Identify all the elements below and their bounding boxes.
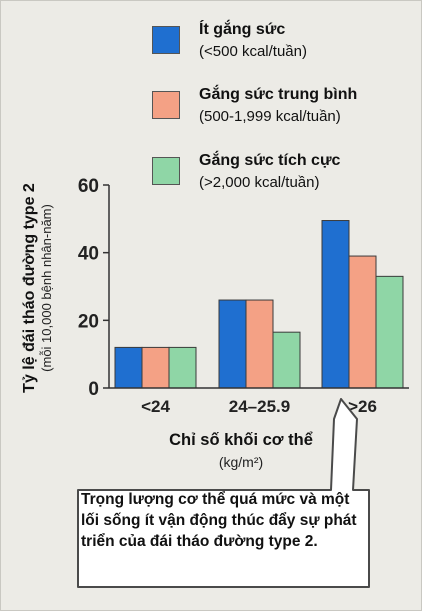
bar-s2-c0 <box>168 346 197 389</box>
legend-sublabel-low: (<500 kcal/tuần) <box>199 43 307 60</box>
legend-label-moderate: Gắng sức trung bình <box>199 86 358 103</box>
legend-sublabel-moderate: (500-1,999 kcal/tuần) <box>199 108 341 125</box>
bar-s2-c1 <box>272 331 301 389</box>
x-tick-label-0: <24 <box>141 397 170 416</box>
y-tick-label-3: 60 <box>78 176 99 197</box>
y-tick-label-0: 0 <box>88 379 99 400</box>
y-tick-label-2: 40 <box>78 244 99 265</box>
callout-text: Trọng lượng cơ thể quá mức và một lối số… <box>81 491 357 550</box>
legend-swatch-vigorous <box>152 157 180 185</box>
x-axis-unit: (kg/m²) <box>219 454 263 470</box>
bar-s1-c0 <box>141 346 170 389</box>
bar-s0-c1 <box>218 299 247 389</box>
x-axis-title: Chỉ số khối cơ thể <box>169 431 313 449</box>
y-axis-subtitle: (mỗi 10,000 bệnh nhân-năm) <box>39 204 54 372</box>
y-tick-label-1: 20 <box>78 311 99 332</box>
bar-s2-c2 <box>375 275 404 389</box>
bar-s1-c1 <box>245 299 274 389</box>
legend-swatch-moderate <box>152 91 180 119</box>
legend-label-low: Ít gắng sức <box>199 21 286 38</box>
bar-s0-c2 <box>321 220 350 389</box>
x-tick-label-2: >26 <box>348 397 377 416</box>
bar-s0-c0 <box>114 346 143 389</box>
x-tick-label-1: 24–25.9 <box>229 397 290 416</box>
legend-label-vigorous: Gắng sức tích cực <box>199 152 341 169</box>
bar-s1-c2 <box>348 255 377 389</box>
legend-sublabel-vigorous: (>2,000 kcal/tuần) <box>199 174 320 191</box>
y-axis-title: Tỷ lệ đái tháo đường type 2 <box>21 183 38 393</box>
legend-swatch-low <box>152 26 180 54</box>
callout-box <box>77 398 370 588</box>
